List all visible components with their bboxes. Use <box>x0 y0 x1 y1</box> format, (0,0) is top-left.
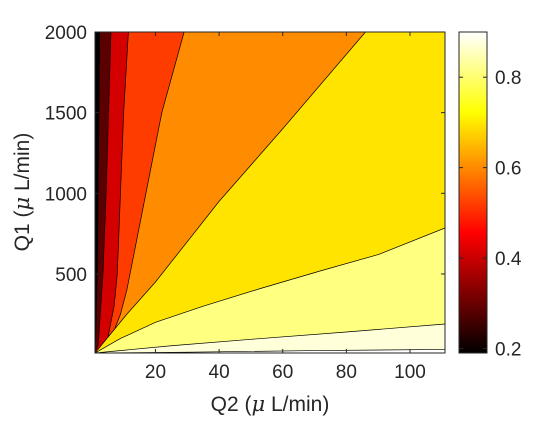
x-tick-label: 20 <box>145 362 166 383</box>
colorbar-tick-label: 0.8 <box>495 68 521 89</box>
y-tick-label: 2000 <box>45 23 87 44</box>
colorbar-tick-label: 0.2 <box>495 339 521 360</box>
x-tick-label: 40 <box>209 362 230 383</box>
contour-region-above-0.8 <box>95 227 445 353</box>
contour-region-above-0.95 <box>95 349 445 353</box>
y-tick-label: 1000 <box>45 184 87 205</box>
colorbar-tick-label: 0.4 <box>495 249 522 270</box>
y-tick-label: 1500 <box>45 104 87 125</box>
x-tick-label: 80 <box>336 362 357 383</box>
x-tick-label: 100 <box>394 362 426 383</box>
colorbar-ticks: 0.2 0.4 0.6 0.8 <box>459 68 522 360</box>
y-axis-label: Q1 (μ L/min) <box>10 133 34 252</box>
colorbar-tick-label: 0.6 <box>495 159 521 180</box>
x-axis-label: Q2 (μ L/min) <box>211 392 330 416</box>
colorbar <box>458 31 488 354</box>
y-axis-ticks: 500 1000 1500 2000 <box>45 23 445 286</box>
contour-fill-group <box>95 32 445 353</box>
contour-region-above-0.9 <box>95 323 445 353</box>
y-tick-label: 500 <box>55 265 87 286</box>
x-tick-label: 60 <box>272 362 293 383</box>
plot-frame <box>94 31 446 354</box>
x-axis-ticks: 20 40 60 80 100 <box>145 32 426 383</box>
contour-region-lowest <box>95 32 100 352</box>
